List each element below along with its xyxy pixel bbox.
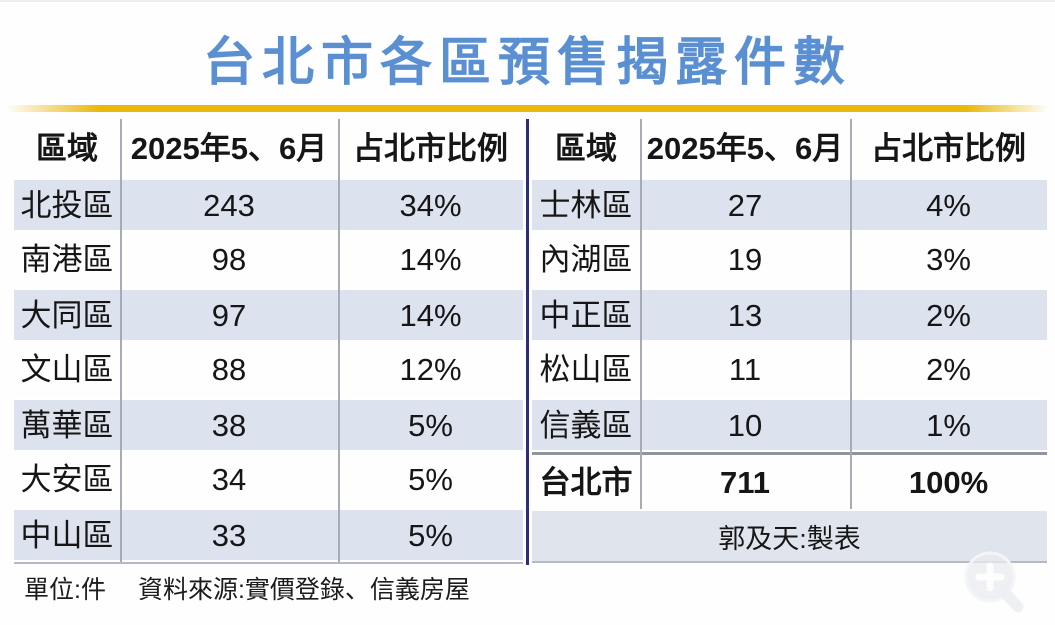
- table-row: 大同區 97 14%: [14, 287, 523, 342]
- header-period: 2025年5、6月: [130, 130, 328, 166]
- district-cell: 北投區: [20, 187, 114, 223]
- share-cell: 3%: [926, 242, 971, 277]
- page-title: 台北市各區預售揭露件數: [202, 34, 852, 92]
- column-separator: [338, 119, 340, 562]
- count-cell: 27: [727, 187, 763, 223]
- table-row: 松山區 11 2%: [532, 342, 1047, 397]
- share-cell: 14%: [399, 242, 462, 277]
- column-separator: [850, 119, 852, 509]
- table-row: 南港區 98 14%: [14, 232, 523, 287]
- total-count-cell: 711: [719, 464, 770, 500]
- count-cell: 97: [211, 297, 247, 333]
- table-center-divider: [526, 119, 529, 565]
- header-share: 占北市比例: [871, 130, 1026, 166]
- district-cell: 萬華區: [20, 407, 114, 443]
- share-cell: 14%: [399, 297, 462, 333]
- zoom-in-magnifier-icon[interactable]: [958, 547, 1032, 621]
- district-cell: 松山區: [539, 352, 633, 387]
- share-cell: 5%: [408, 407, 453, 443]
- district-cell: 士林區: [539, 187, 633, 223]
- count-cell: 88: [211, 352, 247, 387]
- share-cell: 1%: [926, 407, 971, 443]
- district-table-right: 區域 2025年5、6月 占北市比例 士林區 27 4% 內湖區 19 3% 中…: [532, 119, 1047, 563]
- table-header-row: 區域 2025年5、6月 占北市比例: [532, 119, 1047, 177]
- count-cell: 19: [727, 242, 763, 277]
- footer-notes: 單位:件 資料來源:實價登錄、信義房屋: [24, 570, 470, 606]
- share-cell: 12%: [399, 352, 462, 387]
- share-cell: 4%: [926, 187, 971, 223]
- header-period: 2025年5、6月: [646, 130, 844, 166]
- header-district: 區域: [36, 130, 98, 166]
- count-cell: 13: [727, 297, 763, 333]
- total-district-cell: 台北市: [539, 464, 633, 500]
- count-cell: 243: [203, 187, 255, 223]
- count-cell: 33: [211, 517, 247, 553]
- table-row: 文山區 88 12%: [14, 342, 523, 397]
- table-header-row: 區域 2025年5、6月 占北市比例: [14, 119, 523, 177]
- table-row: 士林區 27 4%: [532, 177, 1047, 232]
- count-cell: 98: [211, 242, 247, 277]
- table-row: 信義區 10 1%: [532, 397, 1047, 452]
- credit-row: 郭及天:製表: [532, 509, 1047, 561]
- district-cell: 大同區: [20, 297, 114, 333]
- header-share: 占北市比例: [353, 130, 508, 166]
- share-cell: 2%: [926, 297, 971, 333]
- count-cell: 10: [727, 407, 763, 443]
- table-row: 中正區 13 2%: [532, 287, 1047, 342]
- header-district: 區域: [555, 130, 617, 166]
- total-separator-line: [532, 452, 1047, 455]
- total-share-cell: 100%: [908, 464, 989, 500]
- district-cell: 中山區: [20, 517, 114, 553]
- share-cell: 5%: [408, 462, 453, 497]
- district-cell: 大安區: [20, 462, 114, 497]
- district-table-left: 區域 2025年5、6月 占北市比例 北投區 243 34% 南港區 98 14…: [14, 119, 523, 564]
- column-separator: [640, 119, 642, 509]
- source-note: 資料來源:實價登錄、信義房屋: [137, 576, 470, 604]
- district-cell: 內湖區: [539, 242, 633, 277]
- district-cell: 中正區: [539, 297, 633, 333]
- count-cell: 34: [211, 462, 247, 497]
- table-row: 萬華區 38 5%: [14, 397, 523, 452]
- district-cell: 信義區: [539, 407, 633, 443]
- district-cell: 南港區: [20, 242, 114, 277]
- count-cell: 38: [211, 407, 247, 443]
- column-separator: [120, 119, 122, 562]
- share-cell: 34%: [399, 187, 462, 223]
- count-cell: 11: [728, 352, 762, 387]
- share-cell: 2%: [926, 352, 971, 387]
- credit-text: 郭及天:製表: [718, 523, 861, 554]
- unit-note: 單位:件: [24, 576, 106, 604]
- share-cell: 5%: [408, 517, 453, 553]
- gold-divider-rule: [6, 105, 1049, 112]
- table-row: 內湖區 19 3%: [532, 232, 1047, 287]
- table-row: 中山區 33 5%: [14, 507, 523, 562]
- table-row: 大安區 34 5%: [14, 452, 523, 507]
- district-cell: 文山區: [20, 352, 114, 387]
- total-row: 台北市 711 100%: [532, 455, 1047, 509]
- table-row: 北投區 243 34%: [14, 177, 523, 232]
